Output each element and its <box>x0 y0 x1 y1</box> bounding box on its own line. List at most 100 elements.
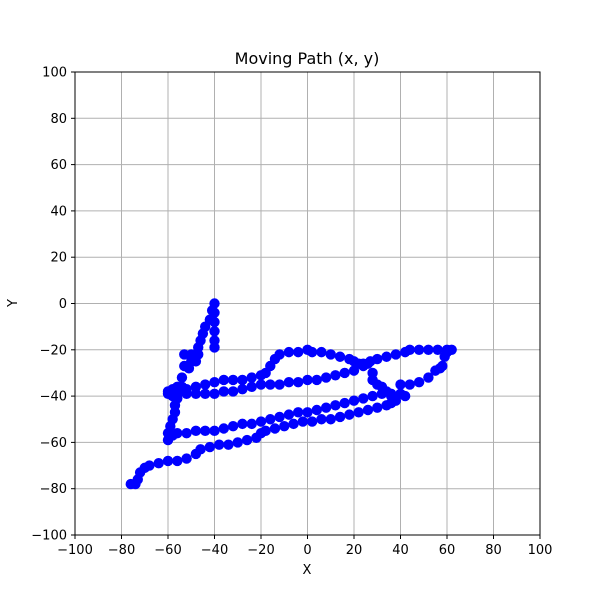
path-point <box>404 379 415 390</box>
path-point <box>255 370 267 381</box>
x-tick-label: −100 <box>57 543 93 558</box>
path-point <box>172 388 183 399</box>
path-point <box>125 478 136 490</box>
path-point <box>325 414 336 425</box>
path-point <box>320 402 332 413</box>
path-point <box>274 379 285 390</box>
path-point <box>190 388 202 399</box>
x-tick-label: −80 <box>108 543 135 558</box>
y-tick-label: 100 <box>42 66 67 81</box>
path-point <box>399 390 411 402</box>
path-point <box>423 344 434 355</box>
path-point <box>209 388 220 399</box>
x-tick-label: −20 <box>247 543 274 558</box>
path-point <box>399 346 411 358</box>
path-point <box>181 427 192 439</box>
path-point <box>209 425 220 437</box>
path-point <box>334 351 346 362</box>
path-point <box>334 411 346 423</box>
x-tick-label: 0 <box>303 543 311 558</box>
path-point <box>297 416 309 427</box>
x-tick-label: 20 <box>346 543 363 558</box>
path-point <box>413 344 425 355</box>
path-point <box>246 381 257 393</box>
path-point <box>255 379 267 390</box>
path-point <box>423 372 434 383</box>
path-point <box>181 453 192 464</box>
y-tick-label: −100 <box>31 529 67 544</box>
path-point <box>311 374 322 386</box>
path-point <box>237 383 248 395</box>
path-point <box>302 407 313 418</box>
path-point <box>269 423 281 434</box>
path-point <box>283 409 295 420</box>
path-point <box>209 377 220 388</box>
path-point <box>209 326 220 337</box>
path-point <box>213 439 225 450</box>
y-tick-label: −60 <box>40 436 67 451</box>
path-point <box>227 374 239 386</box>
path-point <box>237 374 248 386</box>
path-point <box>179 349 190 360</box>
path-point <box>153 458 164 469</box>
path-point <box>227 420 239 432</box>
path-point <box>265 379 276 390</box>
y-tick-label: 40 <box>50 204 67 219</box>
path-point <box>265 414 276 425</box>
path-point <box>162 455 174 467</box>
path-point <box>358 393 369 404</box>
path-point <box>330 370 341 381</box>
path-point <box>325 349 336 360</box>
y-axis-label: Y <box>6 299 21 308</box>
path-point <box>232 437 243 448</box>
path-point <box>237 418 248 430</box>
path-point <box>432 344 443 355</box>
path-point <box>330 400 341 411</box>
y-tick-label: 20 <box>50 251 67 266</box>
path-point <box>255 416 267 427</box>
x-tick-label: 40 <box>392 543 409 558</box>
path-point <box>241 434 253 446</box>
path-point <box>246 418 257 430</box>
path-point <box>441 344 453 355</box>
path-point <box>190 425 202 437</box>
path-point <box>200 425 211 437</box>
x-tick-label: −60 <box>154 543 181 558</box>
path-point <box>200 388 211 399</box>
path-point <box>367 390 378 402</box>
chart-title: Moving Path (x, y) <box>235 49 380 68</box>
path-point <box>320 372 332 383</box>
path-point <box>176 372 188 383</box>
path-point <box>316 414 327 425</box>
path-point <box>200 379 211 390</box>
path-point <box>190 448 202 460</box>
path-point <box>246 372 257 383</box>
path-point <box>172 427 183 439</box>
path-point <box>362 404 374 416</box>
path-point <box>293 377 304 388</box>
path-point <box>209 335 220 346</box>
y-tick-label: −40 <box>40 390 67 405</box>
path-point <box>339 367 350 379</box>
path-point <box>181 388 192 399</box>
path-point <box>293 407 304 418</box>
path-point <box>218 423 229 434</box>
path-point <box>283 377 295 388</box>
path-point <box>390 349 402 360</box>
path-point <box>274 411 285 423</box>
path-point <box>279 420 290 432</box>
y-tick-label: −20 <box>40 343 67 358</box>
path-point <box>288 418 299 430</box>
path-point <box>302 344 313 355</box>
axis-ticks: −100 −80 −60 −40 −20 0 20 40 60 80 100 −100 −80 −60 −4… <box>31 66 552 559</box>
x-tick-label: 100 <box>528 543 553 558</box>
x-tick-label: 60 <box>439 543 456 558</box>
path-point <box>413 377 425 388</box>
path-point <box>179 360 190 372</box>
x-tick-label: 80 <box>485 543 502 558</box>
path-point <box>372 402 383 413</box>
path-point <box>251 432 262 443</box>
path-point <box>316 346 327 358</box>
path-point <box>344 353 355 365</box>
path-point <box>283 346 295 358</box>
